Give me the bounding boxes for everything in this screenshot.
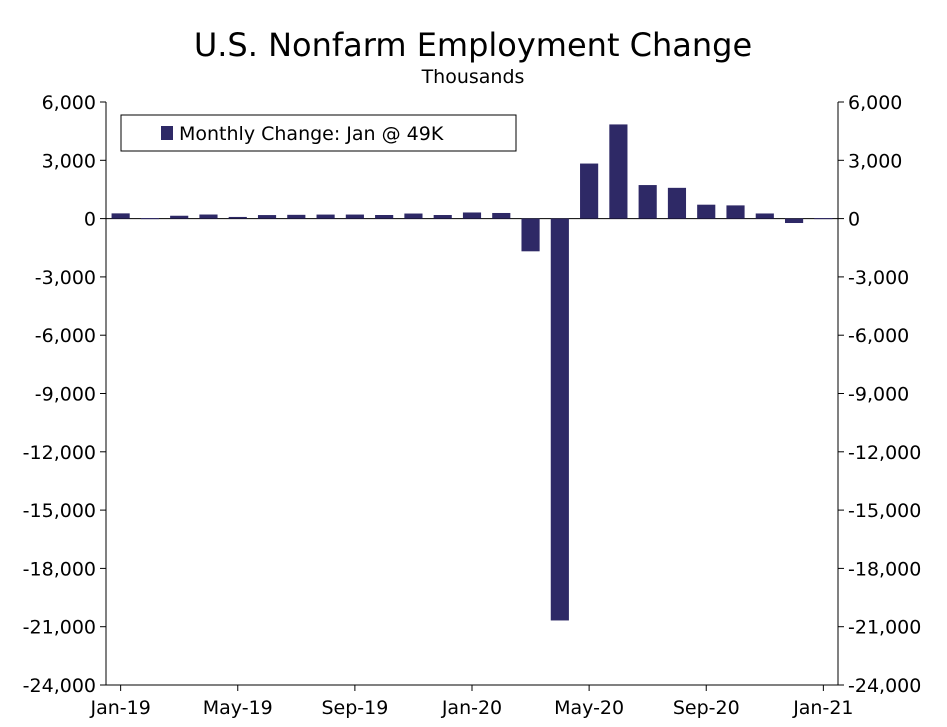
bar-Sep-20 [697, 204, 716, 219]
bar-Feb-20 [492, 212, 511, 219]
bar-Dec-19 [433, 215, 452, 219]
legend-label: Monthly Change: Jan @ 49K [179, 123, 444, 145]
bar-Nov-19 [404, 213, 423, 219]
bar-Mar-19 [170, 215, 189, 219]
x-tick-label: May-19 [203, 697, 273, 719]
legend-swatch [161, 126, 173, 140]
left-tick-label: 6,000 [42, 92, 96, 114]
x-tick-label: Jan-19 [89, 697, 150, 719]
x-tick-label: Jan-21 [792, 697, 853, 719]
left-tick-label: -6,000 [35, 325, 96, 347]
left-tick-label: -9,000 [35, 384, 96, 406]
bar-Aug-20 [667, 187, 687, 219]
bar-Aug-19 [316, 214, 335, 219]
x-tick-label: Jan-20 [441, 697, 502, 719]
bar-Jul-19 [287, 214, 306, 219]
chart-subtitle: Thousands [421, 66, 525, 88]
bar-Apr-19 [199, 214, 218, 219]
bar-group [111, 124, 833, 621]
right-tick-label: 6,000 [848, 92, 902, 114]
right-tick-label: 3,000 [848, 150, 902, 172]
bar-Mar-20 [521, 218, 540, 252]
bar-Jun-20 [609, 124, 628, 219]
bar-Nov-20 [755, 213, 774, 219]
chart-title: U.S. Nonfarm Employment Change [194, 26, 752, 64]
right-y-axis: 6,000 3,000 0 -3,000 -6,000 -9,000 -12,000 -15,… [838, 92, 921, 697]
left-tick-label: -18,000 [23, 558, 96, 580]
bar-Feb-19 [140, 218, 159, 220]
bar-Oct-20 [726, 205, 745, 219]
right-tick-label: -21,000 [848, 617, 921, 639]
x-tick-label: Sep-20 [673, 697, 740, 719]
x-axis: Jan-19 May-19 Sep-19 Jan-20 May-20 Sep-20 Jan-… [89, 685, 854, 719]
bar-Dec-20 [785, 218, 804, 224]
right-tick-label: -9,000 [848, 384, 909, 406]
right-tick-label: 0 [848, 209, 860, 231]
bar-Apr-20 [550, 218, 569, 621]
bar-Oct-19 [375, 215, 394, 219]
bar-May-20 [580, 163, 599, 219]
left-tick-label: -3,000 [35, 267, 96, 289]
bar-Jan-19 [111, 213, 130, 219]
x-tick-label: May-20 [554, 697, 624, 719]
left-tick-label: -12,000 [23, 442, 96, 464]
left-tick-label: 0 [84, 209, 96, 231]
right-tick-label: -6,000 [848, 325, 909, 347]
right-tick-label: -12,000 [848, 442, 921, 464]
bar-Jan-20 [462, 212, 482, 219]
left-tick-label: -24,000 [23, 675, 96, 697]
legend-box [120, 114, 517, 152]
x-tick-label: Sep-19 [321, 697, 388, 719]
left-y-axis: 6,000 3,000 0 -3,000 -6,000 -9,000 -12,000 -15,… [23, 92, 106, 697]
legend: Monthly Change: Jan @ 49K [120, 114, 517, 152]
plot-frame [105, 102, 839, 686]
bar-Jun-19 [257, 215, 277, 219]
left-tick-label: 3,000 [42, 150, 96, 172]
right-tick-label: -24,000 [848, 675, 921, 697]
left-tick-label: -21,000 [23, 617, 96, 639]
right-tick-label: -15,000 [848, 500, 921, 522]
left-tick-label: -15,000 [23, 500, 96, 522]
bar-May-19 [228, 216, 247, 219]
bar-Jan-21 [814, 218, 833, 220]
right-tick-label: -3,000 [848, 267, 909, 289]
right-tick-label: -18,000 [848, 558, 921, 580]
bar-Sep-19 [345, 214, 364, 219]
bar-Jul-20 [638, 185, 657, 219]
